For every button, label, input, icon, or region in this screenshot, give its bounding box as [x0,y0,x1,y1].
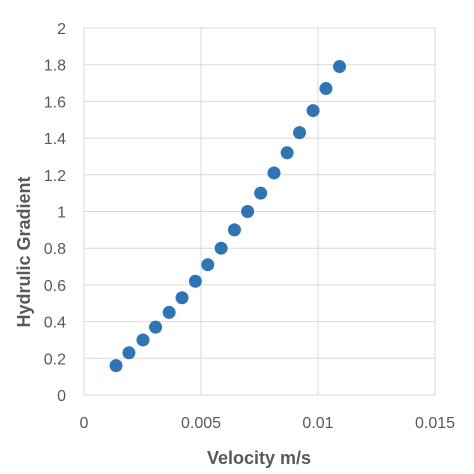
data-point [201,258,215,272]
data-point [214,241,228,255]
x-axis-title: Velocity m/s [207,448,311,468]
data-point [122,346,136,360]
x-tick-label: 0.015 [415,415,455,432]
data-point [109,359,123,373]
data-point [136,333,150,347]
y-tick-label: 2 [57,21,66,38]
y-tick-label: 1.4 [44,131,66,148]
y-tick-label: 1.6 [44,94,66,111]
y-tick-label: 0.8 [44,241,66,258]
data-point [227,223,241,237]
x-tick-labels: 0 0.005 0.01 0.015 [80,415,456,432]
data-point [333,60,347,74]
data-point [319,82,333,96]
y-tick-label: 0 [57,388,66,405]
y-tick-label: 1.2 [44,168,66,185]
y-axis-title: Hydrulic Gradient [14,176,34,327]
y-tick-label: 0.6 [44,278,66,295]
x-tick-label: 0.005 [181,415,221,432]
data-point [254,186,268,200]
data-point [306,104,320,118]
data-point [162,305,176,319]
y-tick-label: 1 [57,205,66,222]
data-point [149,320,163,334]
y-tick-label: 0.4 [44,315,66,332]
x-tick-label: 0.01 [302,415,333,432]
y-tick-label: 0.2 [44,351,66,368]
data-point [188,274,202,288]
data-point [267,166,281,180]
data-point [293,126,307,140]
data-point [280,146,294,160]
data-point [241,205,255,218]
data-points [109,60,347,373]
y-tick-label: 1.8 [44,58,66,75]
gridlines [83,27,436,396]
x-tick-label: 0 [80,415,89,432]
data-point [175,291,189,305]
y-tick-labels: 0 0.2 0.4 0.6 0.8 1 1.2 1.4 1.6 1.8 2 [44,21,66,405]
